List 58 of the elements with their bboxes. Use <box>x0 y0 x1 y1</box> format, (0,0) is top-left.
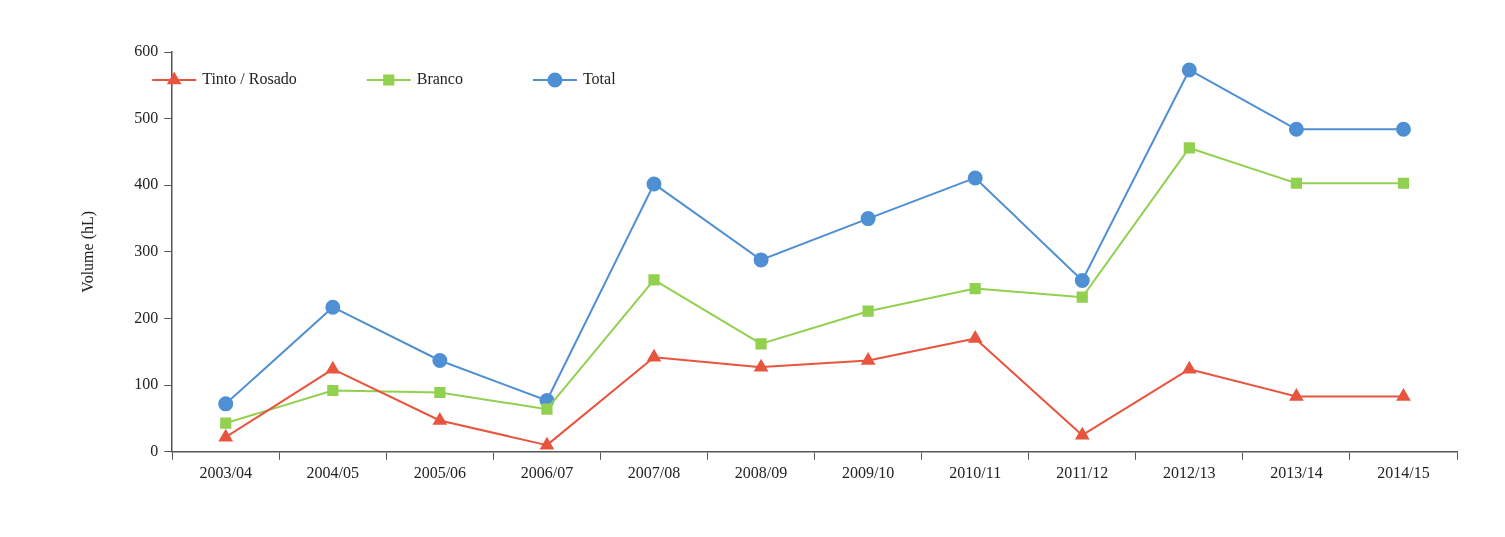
point <box>432 353 448 369</box>
x-tick-label: 2009/10 <box>841 463 895 481</box>
legend-label: Tinto / Rosado <box>202 70 297 88</box>
point <box>541 403 553 415</box>
point <box>861 353 875 365</box>
point <box>1075 427 1089 440</box>
y-axis-title: Volume (hL) <box>78 210 97 293</box>
y-tick-label: 0 <box>150 442 159 459</box>
point <box>1288 121 1304 137</box>
point <box>647 349 661 362</box>
y-tick-label: 100 <box>134 375 159 393</box>
point <box>860 211 876 227</box>
x-tick-label: 2006/07 <box>520 463 574 481</box>
point <box>968 331 982 343</box>
legend-label: Total <box>582 70 617 88</box>
point <box>1395 121 1411 137</box>
x-tick-label: 2012/13 <box>1163 463 1216 481</box>
point <box>1396 388 1411 401</box>
point <box>220 417 232 429</box>
x-tick-label: 2004/05 <box>306 463 360 481</box>
y-tick-label: 600 <box>134 42 159 60</box>
point <box>1183 142 1195 154</box>
point <box>326 361 340 374</box>
point <box>325 299 341 315</box>
point <box>540 437 554 450</box>
x-tick-label: 2003/04 <box>199 463 252 481</box>
point <box>219 429 233 442</box>
point <box>648 274 660 286</box>
x-tick-label: 2011/12 <box>1056 463 1109 481</box>
x-tick-label: 2007/08 <box>627 463 681 481</box>
point <box>755 338 767 350</box>
legend-label: Branco <box>416 70 463 88</box>
x-tick-label: 2010/11 <box>949 463 1002 481</box>
point <box>1397 177 1410 189</box>
point <box>434 386 446 399</box>
point <box>433 412 447 425</box>
point <box>1290 177 1302 189</box>
point <box>754 359 768 372</box>
point <box>327 384 339 397</box>
point <box>1289 388 1304 401</box>
point <box>967 170 983 186</box>
point <box>969 282 981 295</box>
y-tick-label: 500 <box>134 108 159 126</box>
point <box>218 396 234 412</box>
x-tick-label: 2005/06 <box>413 463 467 481</box>
x-tick-label: 2014/15 <box>1377 463 1430 481</box>
point <box>1074 273 1090 289</box>
point <box>1182 361 1196 374</box>
point <box>1076 291 1088 303</box>
x-tick-label: 2013/14 <box>1270 463 1323 481</box>
point <box>646 176 662 192</box>
y-tick-label: 200 <box>134 308 159 326</box>
y-tick-label: 300 <box>134 242 159 260</box>
x-tick-label: 2008/09 <box>734 463 788 481</box>
point <box>753 252 769 268</box>
y-tick-label: 400 <box>134 175 159 193</box>
point <box>862 305 874 317</box>
point <box>1181 62 1197 78</box>
